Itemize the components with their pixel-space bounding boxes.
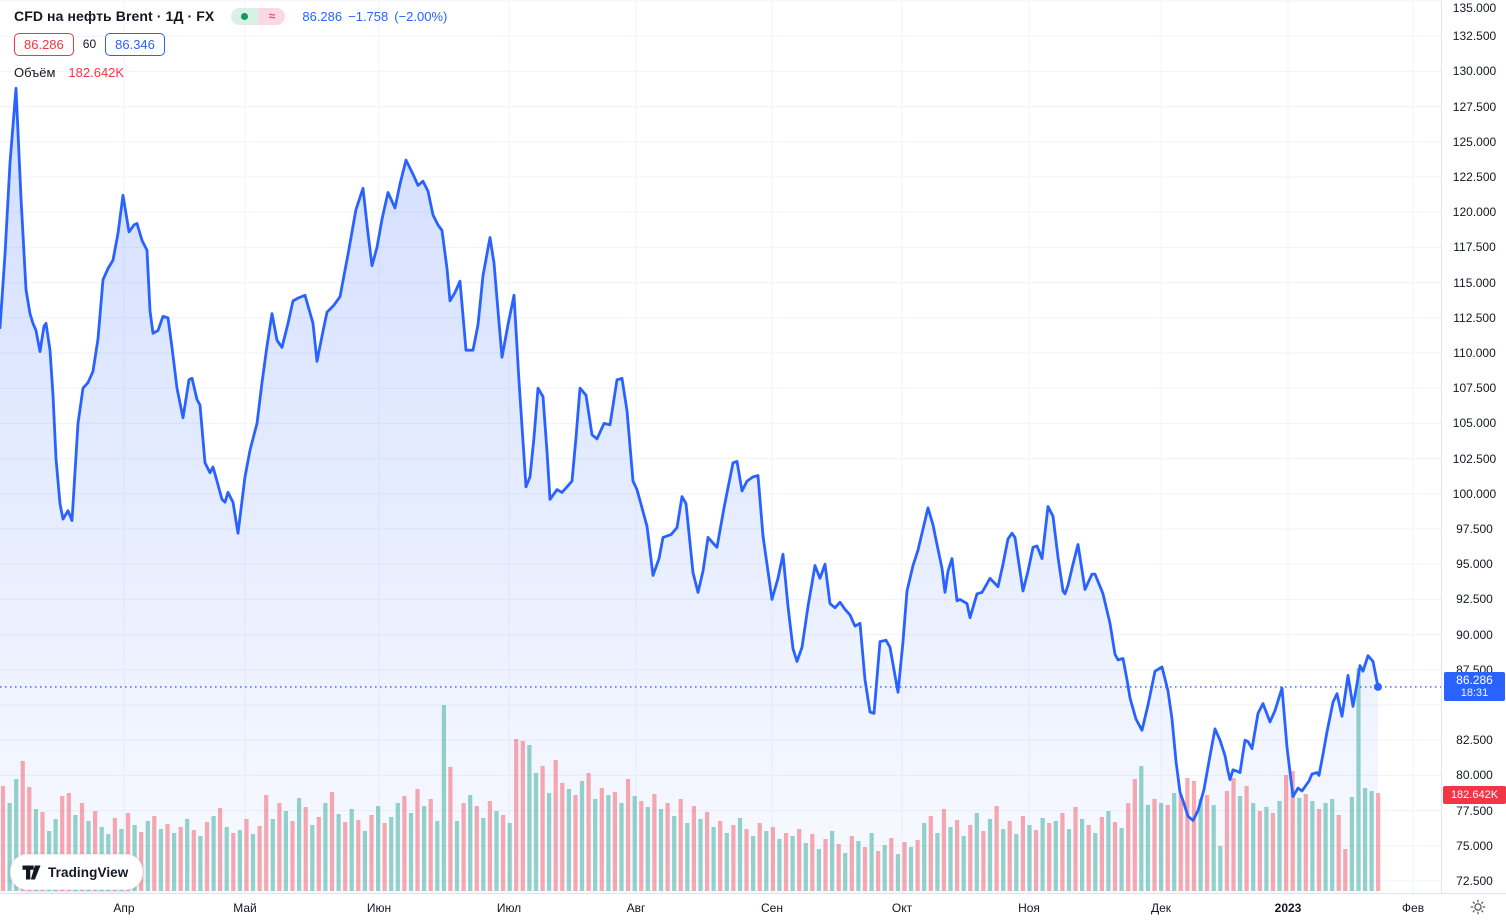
time-tick-label: Авг [626,901,646,915]
time-tick-label: Июн [366,901,392,915]
time-tick-label: Июл [496,901,522,915]
price-tick-label: 82.500 [1456,733,1493,748]
axis-settings-gear-icon[interactable] [1469,898,1487,916]
chart-legend: CFD на нефть Brent · 1Д · FX ≈ 86.286 −1… [14,6,447,80]
volume-badge: 182.642K [1443,786,1506,804]
tradingview-logo[interactable]: TradingView [10,854,144,890]
change-percent-value: (−2.00%) [394,8,448,24]
time-axis[interactable]: Апр Май Июн Июл Авг Сен Окт Ноя Дек 2023 Фев [0,893,1506,922]
buy-button[interactable]: 86.346 [105,32,165,56]
last-price-badge-value: 86.286 [1456,672,1493,687]
quote-values: 86.286 −1.758 (−2.00%) [302,9,447,24]
time-tick-label: Окт [891,901,913,915]
price-tick-label: 80.000 [1456,768,1493,783]
legend-symbol-row: CFD на нефть Brent · 1Д · FX ≈ 86.286 −1… [14,6,447,26]
time-tick-label: Дек [1150,901,1172,915]
price-axis[interactable]: 86.286 18:31 182.642K 135.000 132.500 130.… [1441,0,1506,893]
volume-value: 182.642K [68,64,125,80]
time-tick-label: Фев [1401,901,1425,915]
approx-sign-icon: ≈ [258,7,286,25]
time-tick-label: Сен [761,901,783,915]
price-tick-label: 90.000 [1456,627,1493,642]
price-tick-label: 127.500 [1452,99,1497,114]
time-tick-label: Ноя [1018,901,1040,915]
last-price-value: 86.286 [302,8,343,24]
chart-pane[interactable] [0,0,1441,893]
price-tick-label: 135.000 [1452,1,1497,15]
price-tick-label: 100.000 [1452,486,1497,501]
price-line [0,86,1380,822]
price-tick-label: 102.500 [1452,451,1497,466]
change-value: −1.758 [348,8,389,24]
tradingview-logo-icon [22,865,41,879]
time-tick-label: 2023 [1274,901,1302,915]
area-fill [0,88,1378,893]
price-tick-label: 117.500 [1453,240,1496,255]
price-tick-label: 120.000 [1452,205,1497,220]
price-tick-label: 92.500 [1456,592,1493,607]
time-tick-label: Апр [113,901,135,915]
price-tick-label: 105.000 [1452,416,1497,431]
price-tick-label: 97.500 [1456,522,1493,536]
bid-ask-row: 86.286 60 86.346 [14,32,447,56]
symbol-title[interactable]: CFD на нефть Brent · 1Д · FX [14,8,215,24]
market-status-pill[interactable]: ≈ [231,7,286,25]
price-tick-label: 95.000 [1456,557,1493,572]
price-chart-svg [0,0,1441,893]
price-tick-label: 115.000 [1453,275,1496,290]
price-tick-label: 77.500 [1456,803,1493,818]
bar-countdown: 18:31 [1460,686,1489,699]
last-price-dot [1374,682,1382,691]
price-tick-label: 130.000 [1452,64,1497,79]
price-tick-label: 75.000 [1456,838,1493,853]
price-tick-label: 110.000 [1453,346,1496,360]
tradingview-logo-text: TradingView [48,864,129,880]
market-open-dot-icon [231,7,259,25]
price-tick-label: 122.500 [1452,170,1497,184]
last-price-badge: 86.286 18:31 [1444,671,1505,701]
price-tick-label: 107.500 [1452,381,1497,396]
spread-value: 60 [82,37,97,51]
sell-button[interactable]: 86.286 [14,32,74,56]
time-tick-label: Май [233,901,257,915]
price-tick-label: 125.000 [1452,134,1497,149]
volume-row: Объём 182.642K [14,64,447,80]
price-tick-label: 112.500 [1453,310,1496,325]
price-tick-label: 132.500 [1452,29,1497,44]
price-tick-label: 72.500 [1456,874,1493,888]
volume-label[interactable]: Объём [14,64,56,80]
